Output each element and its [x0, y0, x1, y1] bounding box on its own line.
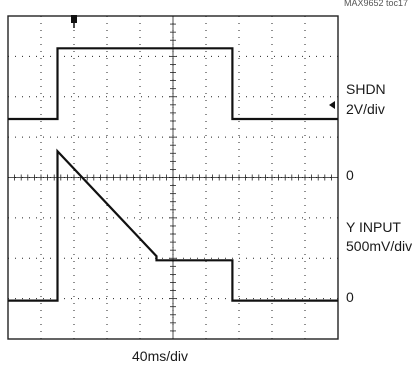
ground-arrow-icon: [329, 100, 335, 109]
plot-markers: [71, 15, 335, 109]
y-input-scale-label: 500mV/div: [346, 238, 412, 254]
trigger-marker-icon: [71, 15, 77, 23]
bottom-zero-label: 0: [346, 289, 354, 305]
timebase-label: 40ms/div: [132, 348, 189, 364]
figure-id: MAX9652 toc17: [343, 0, 408, 8]
shdn-scale-label: 2V/div: [346, 101, 385, 117]
plot-grid: [7, 15, 339, 340]
center-zero-label: 0: [346, 167, 354, 183]
plot-traces: [8, 47, 338, 302]
trace-y-input: [8, 148, 338, 302]
y-input-label: Y INPUT: [346, 219, 401, 235]
trace-shdn: [8, 47, 338, 121]
shdn-label: SHDN: [346, 81, 386, 97]
